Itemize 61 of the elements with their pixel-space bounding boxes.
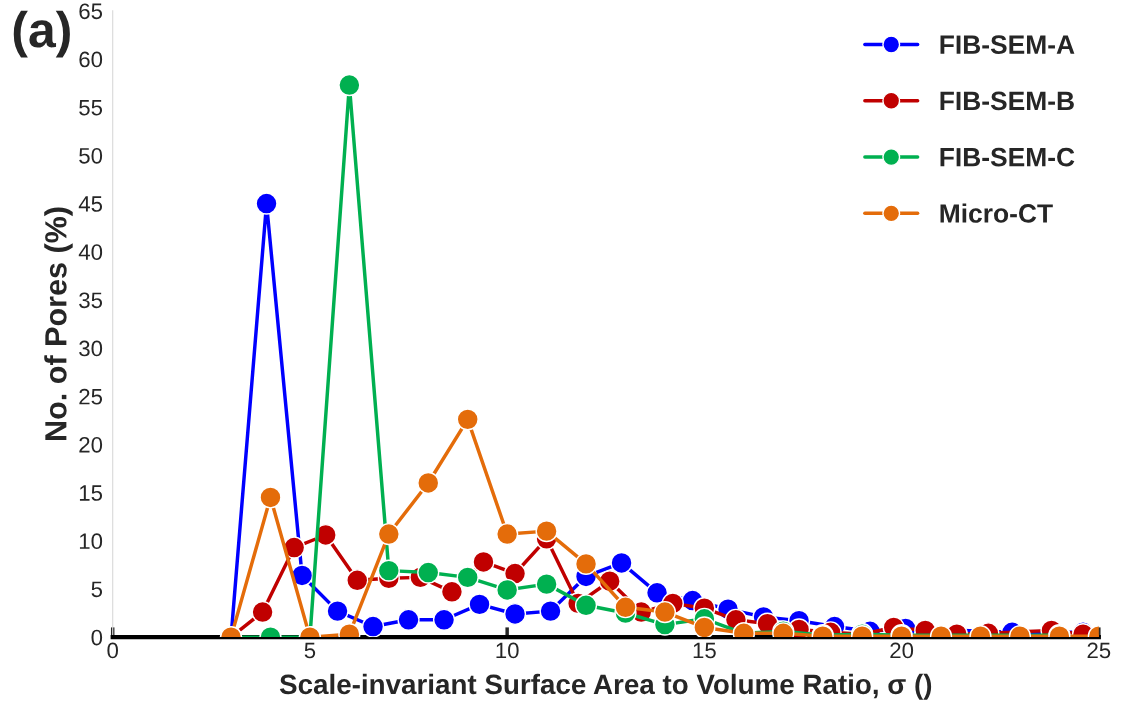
y-tick-label: 15 (79, 485, 103, 501)
point (503, 562, 527, 585)
point (496, 578, 519, 602)
point (496, 522, 519, 546)
point (535, 520, 558, 543)
y-tick-label: 60 (79, 51, 103, 68)
point (472, 550, 495, 574)
point (535, 573, 558, 596)
point (397, 608, 420, 631)
point (456, 566, 479, 589)
point (440, 580, 464, 603)
x-tick-label: 15 (693, 642, 716, 659)
legend-label: FIB-SEM-C (940, 147, 1075, 167)
point (255, 192, 278, 215)
point (610, 551, 633, 575)
point (377, 559, 400, 582)
x-tick-label: 25 (1087, 642, 1111, 659)
legend-label: FIB-SEM-A (940, 35, 1075, 54)
point (326, 599, 349, 623)
y-tick-label: 40 (78, 244, 103, 260)
point (283, 536, 306, 559)
x-tick-label: 0 (107, 642, 119, 659)
legend-label: Micro-CT (940, 203, 1053, 223)
y-tick-label: 0 (91, 629, 103, 646)
y-tick-label: 20 (79, 436, 103, 453)
point (417, 471, 440, 495)
y-tick-label: 45 (78, 196, 103, 212)
point (417, 561, 440, 584)
point (653, 600, 677, 624)
point (645, 581, 669, 604)
y-tick-label: 55 (79, 99, 103, 116)
y-tick-label: 5 (91, 581, 103, 598)
point (290, 564, 314, 587)
x-tick-label: 10 (496, 642, 519, 659)
point (346, 569, 369, 592)
point (456, 408, 479, 431)
y-axis-title: No. of Pores (%) (44, 207, 73, 440)
point (432, 608, 456, 631)
point (251, 600, 274, 624)
y-tick-label: 50 (79, 147, 103, 164)
x-axis-title: Scale-invariant Surface Area to Volume Ratio, σ () (279, 673, 932, 700)
point (614, 596, 637, 619)
point (503, 602, 527, 626)
chart-title: (a) (13, 10, 70, 58)
point (693, 616, 716, 638)
x-tick-label: 5 (304, 642, 316, 659)
y-tick-label: 35 (79, 292, 103, 309)
point (377, 522, 400, 546)
point (259, 486, 282, 509)
y-tick-label: 10 (79, 533, 103, 550)
legend-label: FIB-SEM-B (940, 91, 1074, 111)
point (338, 73, 361, 97)
y-tick-label: 25 (79, 388, 103, 405)
point (574, 552, 598, 576)
y-tick-label: 65 (79, 3, 103, 20)
point (539, 599, 562, 623)
point (361, 615, 385, 638)
point (468, 593, 491, 616)
x-tick-label: 20 (890, 642, 914, 659)
point (574, 594, 598, 617)
y-tick-label: 30 (79, 340, 103, 357)
